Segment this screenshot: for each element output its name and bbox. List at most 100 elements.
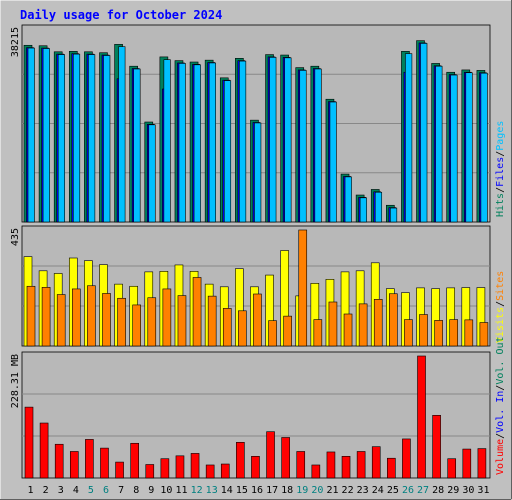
legend-vol-in: Vol. In <box>495 391 506 433</box>
bar-volume <box>115 461 124 479</box>
bar-volume <box>251 456 260 479</box>
day-label: 12 <box>191 485 203 496</box>
day-label: 10 <box>160 485 172 496</box>
bar-volume <box>100 447 109 479</box>
bar-volume <box>160 458 170 479</box>
bar-volume <box>24 406 34 479</box>
bar-volume <box>296 451 306 479</box>
bar-sites <box>102 293 111 347</box>
bar-sites <box>41 287 51 347</box>
bar-sites <box>464 319 474 347</box>
bar-pages <box>133 68 141 223</box>
bar-pages <box>72 53 81 223</box>
legend-separator: / <box>495 301 506 307</box>
bar-sites <box>147 297 157 347</box>
bar-volume <box>69 451 79 479</box>
bar-volume <box>39 422 49 479</box>
bar-pages <box>314 68 322 223</box>
bar-volume <box>387 457 396 479</box>
legend-hits: Hits <box>495 193 506 217</box>
legend-separator: / <box>495 433 506 439</box>
bar-pages <box>420 43 428 223</box>
bar-volume <box>266 431 275 479</box>
bar-volume <box>190 453 200 479</box>
bar-pages <box>178 63 186 223</box>
bar-sites <box>177 295 187 347</box>
legend-files: Files <box>495 157 506 187</box>
bar-pages <box>42 48 50 223</box>
legends: Hits/Files/PagesVisits/SitesVolume/Vol. … <box>495 121 506 475</box>
day-label: 2 <box>43 485 49 496</box>
bar-sites <box>328 301 338 347</box>
bar-sites <box>373 299 383 347</box>
bar-pages <box>269 57 277 223</box>
bar-sites <box>207 295 217 347</box>
bar-volume <box>205 464 215 479</box>
panel-hits-files-pages: 38215 <box>10 24 491 223</box>
bar-sites <box>358 303 368 347</box>
bar-pages <box>27 47 35 223</box>
day-label: 24 <box>372 485 384 496</box>
bar-sites <box>132 304 141 347</box>
day-label: 4 <box>73 485 79 496</box>
bar-sites <box>449 319 459 347</box>
bar-volume <box>175 455 185 479</box>
bar-sites <box>192 277 202 347</box>
day-label: 9 <box>148 485 154 496</box>
day-label: 14 <box>221 485 233 496</box>
bar-pages <box>163 59 171 223</box>
legend-sites: Sites <box>495 271 506 301</box>
bar-volume <box>417 355 426 479</box>
legend-separator: / <box>495 385 506 391</box>
bar-sites <box>117 297 126 347</box>
bar-pages <box>88 54 96 223</box>
legend-separator: / <box>495 151 506 157</box>
day-label: 6 <box>103 485 109 496</box>
panel-volume: 228.31 MB <box>10 351 491 479</box>
day-label: 26 <box>402 485 414 496</box>
bar-pages <box>284 57 292 223</box>
day-label: 13 <box>206 485 218 496</box>
day-label: 30 <box>462 485 474 496</box>
bar-pages <box>374 191 383 223</box>
bar-volume <box>356 451 366 479</box>
bar-volume <box>85 439 94 479</box>
bar-volume <box>145 464 155 479</box>
bar-sites <box>343 313 353 347</box>
day-label: 20 <box>311 485 323 496</box>
legend-visits: Visits <box>495 307 506 343</box>
bar-pages <box>435 65 443 223</box>
bar-volume <box>402 438 411 479</box>
day-label: 8 <box>133 485 139 496</box>
bar-sites <box>434 320 443 347</box>
bar-sites <box>389 293 398 347</box>
bar-volume <box>462 448 472 479</box>
legend-pages: Pages <box>495 121 506 151</box>
bar-volume <box>371 446 381 479</box>
bar-volume <box>311 464 321 479</box>
bar-pages <box>405 53 413 223</box>
bar-pages <box>465 72 473 223</box>
day-label: 11 <box>175 485 187 496</box>
bar-sites <box>283 315 292 347</box>
y-max-label: 435 <box>10 228 21 246</box>
bar-volume <box>341 456 351 479</box>
day-label: 18 <box>281 485 293 496</box>
bar-volume <box>130 442 139 479</box>
bar-sites <box>479 322 489 347</box>
bar-sites <box>56 294 66 347</box>
bar-pages <box>193 64 201 223</box>
bar-pages <box>239 60 247 223</box>
day-label: 17 <box>266 485 278 496</box>
legend-vol-out: Vol. Out <box>495 336 506 384</box>
bar-pages <box>223 80 232 223</box>
day-label: 19 <box>296 485 308 496</box>
bar-sites <box>71 288 81 347</box>
bar-volume <box>220 463 230 479</box>
legend-1: Visits/Sites <box>495 271 506 343</box>
day-label: 28 <box>432 485 444 496</box>
bar-sites <box>238 310 247 347</box>
bar-pages <box>103 55 111 223</box>
bar-volume <box>432 415 441 479</box>
